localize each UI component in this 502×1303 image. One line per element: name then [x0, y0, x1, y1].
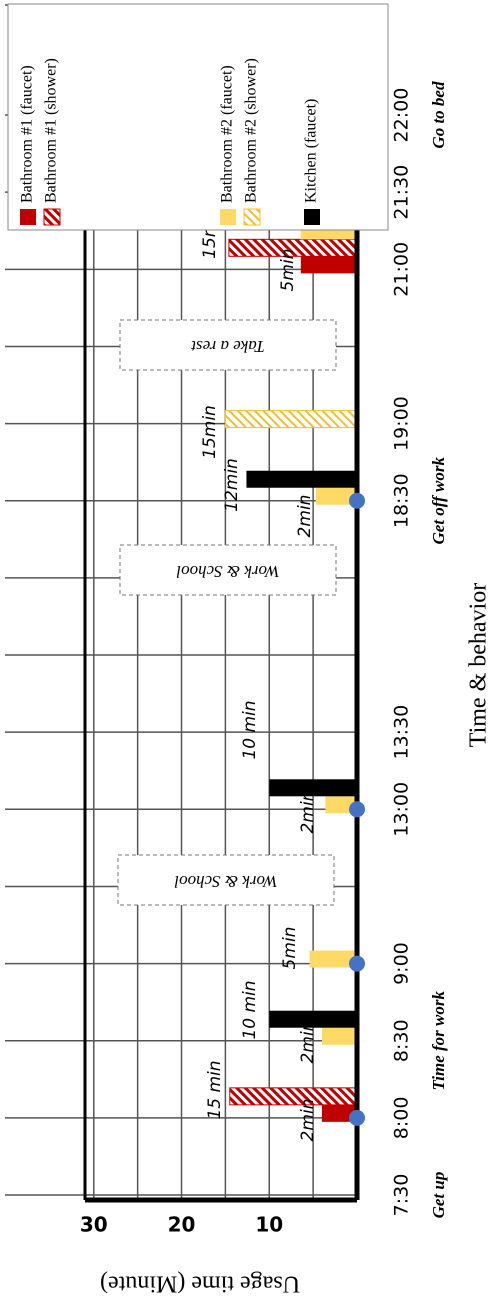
event-dot [349, 492, 365, 509]
behavior-label: Get up [429, 1172, 448, 1219]
x-tick-label: 21:30 [391, 165, 413, 220]
y-tick-label: 10 [255, 1213, 283, 1237]
legend-label: Bathroom #2 (shower) [243, 58, 260, 203]
note-label: Work & School [174, 872, 278, 891]
annotation: 2min [298, 1099, 318, 1142]
annotation: 5min [280, 927, 300, 970]
legend-swatch [43, 208, 61, 226]
legend-label: Kitchen (faucet) [303, 99, 320, 203]
bar [315, 487, 357, 505]
legend-swatch [220, 209, 236, 225]
bar [229, 1087, 358, 1106]
y-tick-label: 30 [80, 1213, 108, 1237]
legend-label: Bathroom #2 (faucet) [219, 65, 236, 203]
x-axis-title: Time & behavior [466, 583, 492, 747]
bar [321, 1027, 358, 1045]
note-label: Take a rest [190, 337, 265, 356]
x-tick-label: 7:30 [391, 1174, 413, 1217]
behavior-label: Time for work [429, 990, 448, 1090]
bar [269, 1010, 357, 1028]
annotation: 15min [200, 405, 220, 459]
x-tick-label: 8:00 [391, 1097, 413, 1140]
legend-swatch [20, 209, 36, 225]
legend-label: Bathroom #1 (shower) [43, 58, 60, 203]
x-tick-label: 8:30 [391, 1019, 413, 1062]
y-axis-title: Usage time (Minute) [100, 1270, 300, 1296]
note-box [117, 854, 335, 906]
legend-swatch [243, 208, 261, 226]
x-tick-label: 18:30 [391, 473, 413, 528]
x-tick-label: 9:00 [391, 942, 413, 985]
legend-swatch [304, 209, 320, 225]
x-tick-label: 22:00 [391, 88, 413, 143]
x-tick-label: 21:00 [391, 242, 413, 297]
plot: 10 20 30 7:30 Get up 8:00 8:30 Time for work 9:0… [5, 3, 492, 1237]
overlay: Work & School Work & School Take a rest Usa… [100, 319, 337, 1297]
annotation: 2min [295, 495, 315, 538]
legend-box [7, 3, 389, 231]
x-tick-label: 13:30 [391, 705, 413, 760]
legend-label: Bathroom #1 (faucet) [19, 65, 36, 203]
x-tick-label: 13:00 [391, 782, 413, 837]
annotation: 10 min [240, 980, 260, 1039]
x-tick-label: 19:00 [391, 396, 413, 451]
event-dot [349, 955, 365, 972]
annotation: 5min [278, 249, 298, 292]
legend: Bathroom #1 (faucet) Bathroom #1 (shower)… [7, 3, 389, 231]
bar [246, 470, 357, 488]
annotation: 2min [298, 1021, 318, 1064]
bar [309, 950, 357, 968]
note-box [119, 544, 337, 596]
y-tick-label: 20 [168, 1213, 196, 1237]
note-label: Work & School [176, 562, 280, 581]
bar [224, 410, 358, 429]
bar [269, 779, 357, 797]
annotation: 12min [222, 458, 242, 512]
annotation: 10 min [240, 700, 260, 759]
behavior-label: Get off work [429, 456, 448, 544]
event-dot [349, 801, 365, 818]
bar [321, 1104, 358, 1122]
bar [300, 256, 357, 274]
behavior-label: Go to bed [429, 81, 448, 149]
event-dot [349, 1109, 365, 1126]
annotation: 15 min [205, 1060, 225, 1119]
annotation: 2min [298, 791, 318, 834]
note-box [119, 319, 337, 371]
